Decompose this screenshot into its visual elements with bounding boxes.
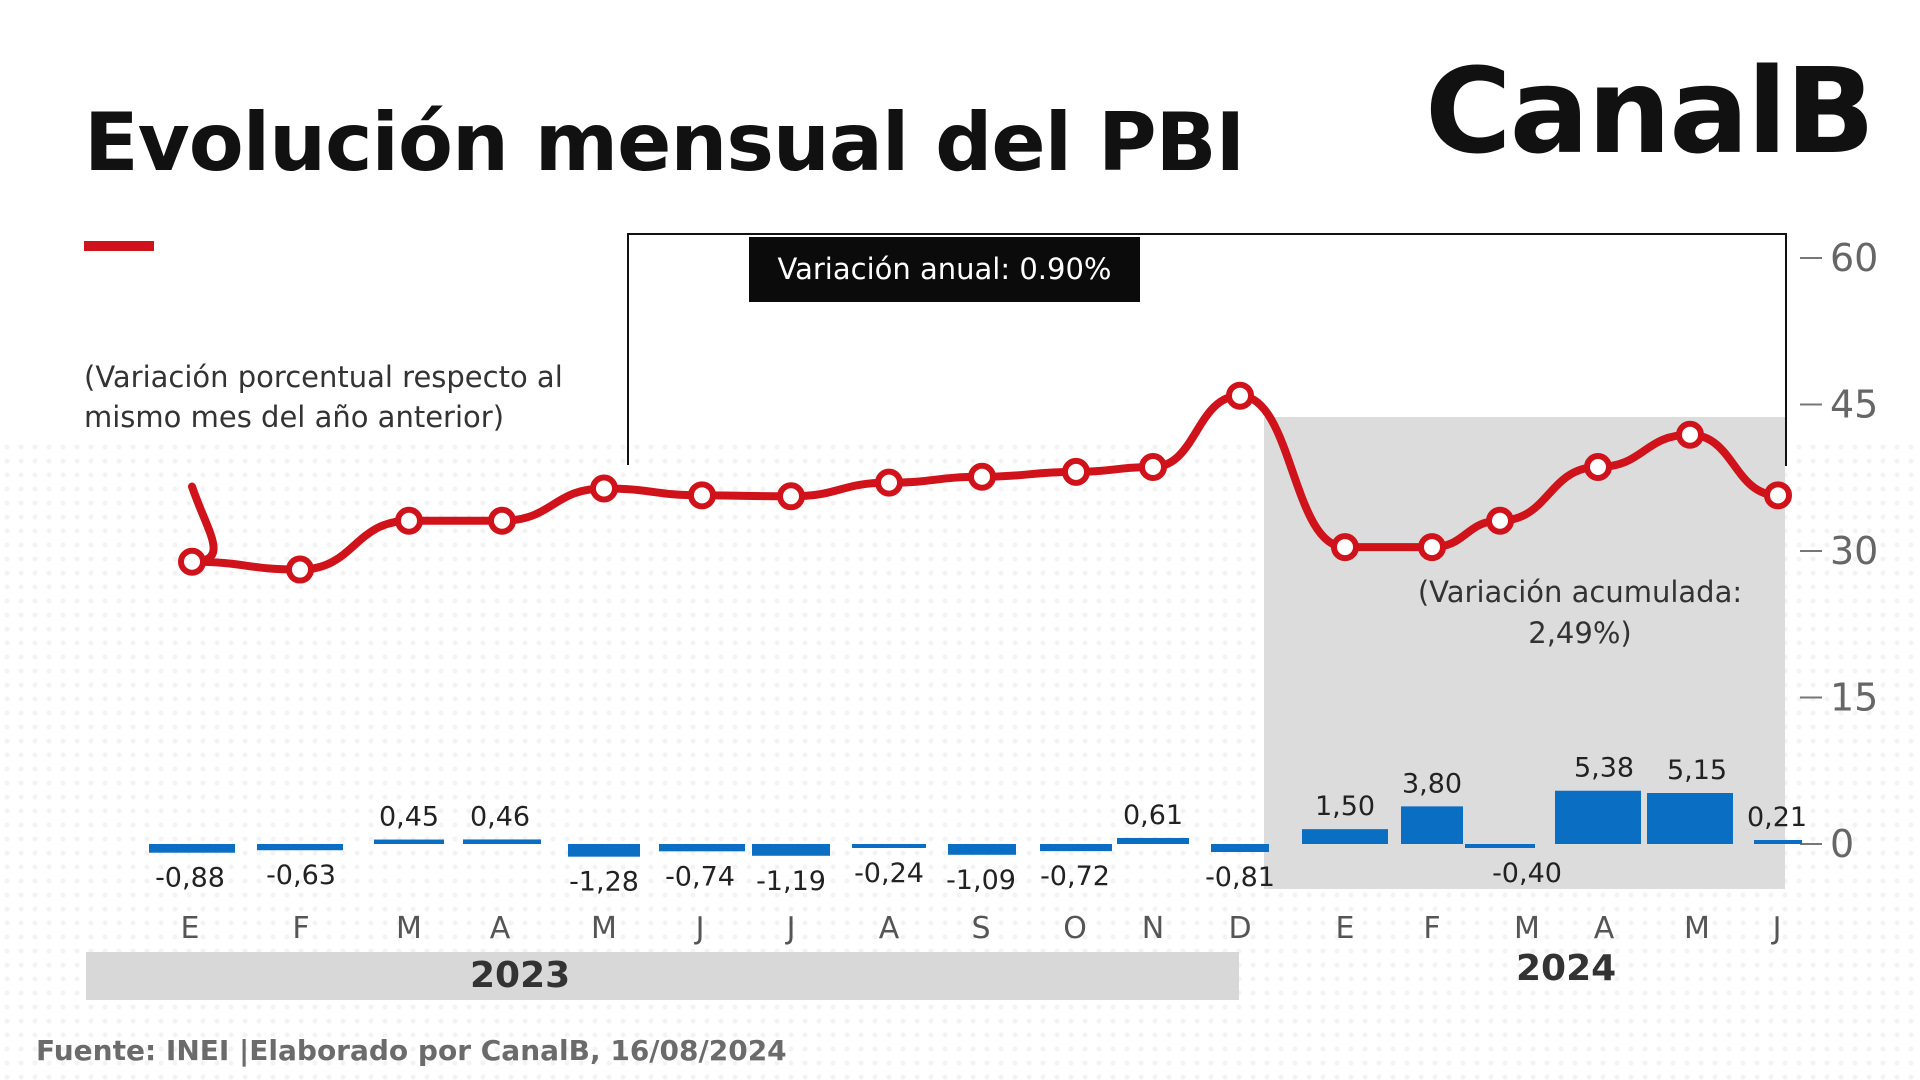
trend-point [488,506,516,535]
bar [1754,840,1802,844]
bar-value-label: 1,50 [1315,791,1375,822]
bar-value-label: -1,09 [946,865,1016,896]
bar [659,844,745,852]
title-accent-bar [84,241,154,251]
bar-value-label: -0,63 [266,860,336,891]
trend-point [688,481,716,510]
x-month-label: D [1228,911,1251,946]
bar-value-label: -0,24 [854,858,924,889]
trend-point [1331,533,1359,562]
trend-point [395,506,423,535]
x-month-label: E [1336,911,1355,946]
x-month-label: S [971,911,990,946]
trend-point [1764,481,1792,510]
trend-point [1676,420,1704,449]
annual-frame [627,233,1787,466]
x-month-label: M [591,911,617,946]
x-month-label: J [1771,911,1782,946]
chart-subtitle: (Variación porcentual respecto al mismo … [84,360,563,434]
bar [948,844,1016,855]
bar [149,844,235,853]
bar [1401,806,1463,844]
bar-value-label: 5,38 [1574,753,1634,784]
accumulated-variation-note: (Variación acumulada: 2,49%) [1417,575,1743,650]
trend-point [286,555,314,584]
trend-point [178,547,206,576]
bar [568,844,640,857]
bar [1211,844,1269,853]
x-month-label: J [694,911,705,946]
bar [257,844,343,851]
x-month-label: M [1684,911,1710,946]
bar-value-label: 0,45 [379,802,439,833]
x-month-label: A [879,911,900,946]
bar-value-label: -0,40 [1492,858,1562,889]
bar-value-label: 0,46 [470,801,530,832]
x-month-label: O [1063,911,1087,946]
bars-series [149,790,1802,857]
bar-value-label: 5,15 [1667,755,1727,786]
bar [374,839,444,844]
bar-value-label: 0,61 [1123,800,1183,831]
x-month-label: M [1514,911,1540,946]
trend-point [1062,457,1090,486]
page-title: Evolución mensual del PBI [84,96,1245,189]
bar [1555,790,1641,844]
trend-point [590,474,618,503]
year-2023-band [86,952,1239,1000]
source-note: Fuente: INEI |Elaborado por CanalB, 16/0… [36,1034,787,1067]
trend-point [1486,506,1514,535]
x-month-label: J [785,911,796,946]
x-month-label: F [1423,911,1440,946]
trend-point [875,468,903,497]
y-axis: 0 15 30 45 60 [1800,236,1878,866]
trend-point [777,482,805,511]
bar-value-label: -1,19 [756,866,826,897]
x-month-label: A [490,911,511,946]
bar [1302,829,1388,844]
year-2024-label: 2024 [1516,948,1617,989]
x-month-label: A [1594,911,1615,946]
bar [852,844,926,848]
x-month-label: E [181,911,200,946]
bar-value-label: -0,74 [665,861,735,892]
bar [752,844,830,856]
bar-value-labels: -0,88 -0,63 0,45 0,46 -1,28 -0,74 -1,19 -0,24 -1… [155,753,1807,898]
canalb-logo: CanalB [1425,42,1875,180]
trend-point [968,462,996,491]
x-month-label: F [292,911,309,946]
y-tick-label: 15 [1830,676,1878,720]
bar [1647,793,1733,844]
bar-value-label: -0,88 [155,863,225,894]
bar-value-label: -0,72 [1040,861,1110,892]
bar-value-label: -0,81 [1205,862,1275,893]
trend-points [178,381,1792,584]
y-tick-label: 45 [1830,383,1878,427]
bar [463,839,541,844]
year-2023-label: 2023 [470,955,571,996]
y-tick-label: 60 [1830,236,1878,280]
bar [1117,837,1189,844]
x-month-label: M [396,911,422,946]
trend-point [1139,453,1167,482]
bar [1465,844,1535,848]
bar-value-label: 0,21 [1747,802,1807,833]
bar [1040,844,1112,852]
annual-variation-badge: Variación anual: 0.90% [749,237,1140,302]
x-month-label: N [1142,911,1164,946]
bar-value-label: -1,28 [569,867,639,898]
trend-point [1418,533,1446,562]
trend-point [1584,453,1612,482]
y-tick-label: 0 [1830,822,1854,866]
trend-point [1226,381,1254,410]
bar-value-label: 3,80 [1402,768,1462,799]
y-tick-label: 30 [1830,529,1878,573]
